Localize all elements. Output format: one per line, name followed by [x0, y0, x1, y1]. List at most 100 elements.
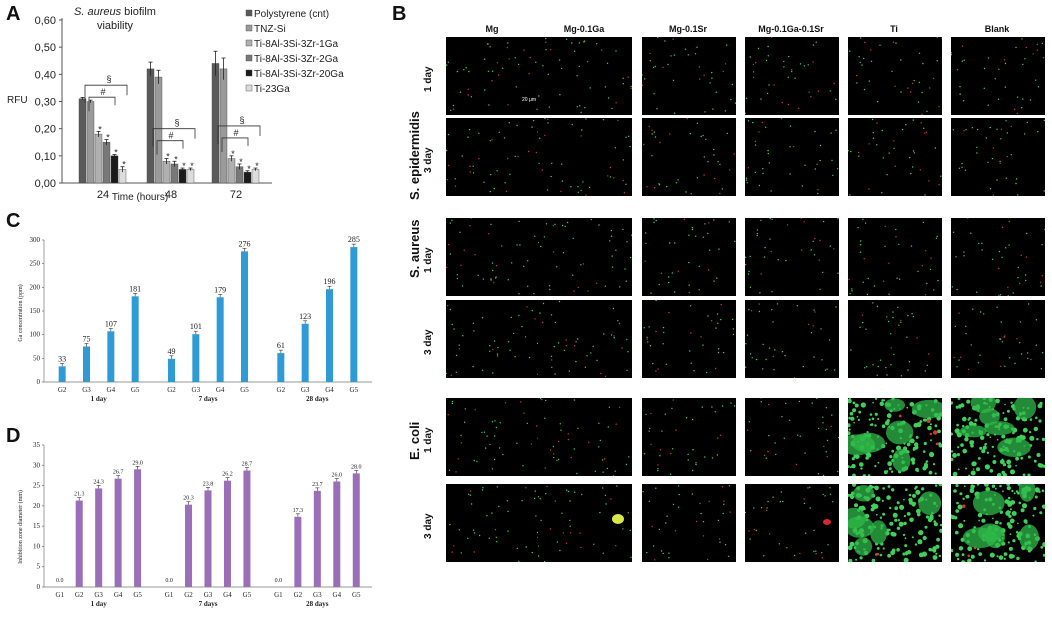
- speckle: [733, 405, 736, 407]
- speckle: [1003, 59, 1006, 61]
- speckle: [449, 308, 452, 311]
- speckle: [455, 471, 457, 473]
- speckle: [1006, 459, 1012, 465]
- micrograph-tile: [445, 300, 540, 378]
- speckle: [1008, 220, 1010, 223]
- speckle: [909, 517, 914, 523]
- speckle: [490, 173, 492, 176]
- speckle: [793, 377, 796, 379]
- speckle: [874, 412, 878, 416]
- bacteria-cluster: [970, 392, 996, 413]
- speckle: [972, 461, 977, 466]
- speckle: [674, 242, 676, 244]
- speckle: [609, 240, 611, 242]
- speckle: [730, 98, 732, 101]
- data-label: 101: [190, 322, 202, 331]
- speckle: [856, 74, 858, 77]
- micrograph-speckles: [848, 218, 939, 296]
- panel-letter-a: A: [6, 3, 21, 25]
- speckle: [506, 500, 509, 502]
- speckle: [914, 487, 917, 490]
- speckle: [545, 223, 548, 225]
- speckle: [801, 185, 803, 187]
- bar: [185, 504, 193, 587]
- speckle: [955, 483, 959, 488]
- speckle: [963, 251, 965, 253]
- speckle: [491, 421, 494, 423]
- speckle: [611, 107, 613, 110]
- speckle: [535, 61, 537, 63]
- speckle: [1016, 338, 1018, 340]
- speckle: [549, 449, 552, 451]
- speckle: [1040, 285, 1042, 287]
- speckle: [863, 41, 866, 44]
- speckle: [989, 469, 994, 473]
- speckle: [667, 63, 669, 66]
- speckle: [668, 557, 670, 559]
- speckle: [586, 60, 589, 63]
- speckle: [967, 368, 970, 371]
- speckle: [1017, 522, 1019, 525]
- speckle: [550, 314, 553, 316]
- data-label: 61: [277, 341, 285, 350]
- bacteria-cluster: [823, 519, 831, 525]
- speckle: [715, 91, 717, 93]
- speckle: [976, 291, 978, 293]
- speckle: [655, 370, 657, 372]
- speckle: [450, 109, 452, 112]
- speckle: [717, 437, 719, 439]
- bar: [75, 500, 83, 587]
- micrograph-speckles: [537, 485, 632, 563]
- speckle: [915, 489, 921, 495]
- micrograph-speckles: [839, 397, 946, 478]
- speckle: [989, 188, 992, 190]
- speckle: [756, 234, 758, 237]
- row-label: 3 day: [423, 513, 434, 539]
- speckle: [1030, 358, 1032, 361]
- speckle: [924, 463, 926, 465]
- speckle: [881, 192, 883, 194]
- speckle: [560, 190, 562, 193]
- speckle: [968, 421, 974, 427]
- speckle: [974, 418, 978, 422]
- speckle: [625, 183, 627, 185]
- speckle: [449, 222, 451, 224]
- speckle: [1022, 63, 1024, 66]
- speckle: [577, 286, 579, 289]
- speckle: [921, 487, 925, 491]
- speckle: [547, 73, 549, 75]
- speckle: [989, 436, 992, 438]
- speckle: [922, 450, 926, 453]
- speckle: [592, 345, 594, 348]
- speckle: [933, 289, 935, 291]
- speckle: [958, 312, 960, 314]
- speckle: [1027, 357, 1029, 360]
- speckle: [909, 402, 915, 407]
- speckle: [929, 432, 932, 436]
- speckle: [808, 91, 810, 93]
- micrograph-speckles: [644, 218, 736, 294]
- speckle: [962, 504, 966, 508]
- micrograph-speckles: [951, 217, 1046, 297]
- speckle: [1041, 42, 1044, 45]
- speckle: [575, 341, 577, 343]
- speckle: [895, 228, 897, 231]
- micrograph-tile: [538, 37, 632, 115]
- y-tick-label: 0,20: [35, 124, 56, 136]
- speckle: [932, 77, 935, 80]
- speckle: [926, 364, 929, 366]
- speckle: [912, 315, 915, 318]
- speckle: [748, 270, 750, 273]
- speckle: [731, 83, 734, 86]
- speckle: [714, 367, 717, 370]
- speckle: [589, 87, 591, 89]
- speckle: [533, 293, 535, 295]
- speckle: [859, 61, 861, 64]
- speckle: [715, 327, 717, 329]
- speckle: [938, 443, 943, 448]
- data-label: 123: [299, 312, 311, 321]
- speckle: [902, 552, 906, 556]
- speckle: [677, 179, 679, 181]
- speckle: [565, 345, 567, 347]
- speckle: [1035, 79, 1037, 81]
